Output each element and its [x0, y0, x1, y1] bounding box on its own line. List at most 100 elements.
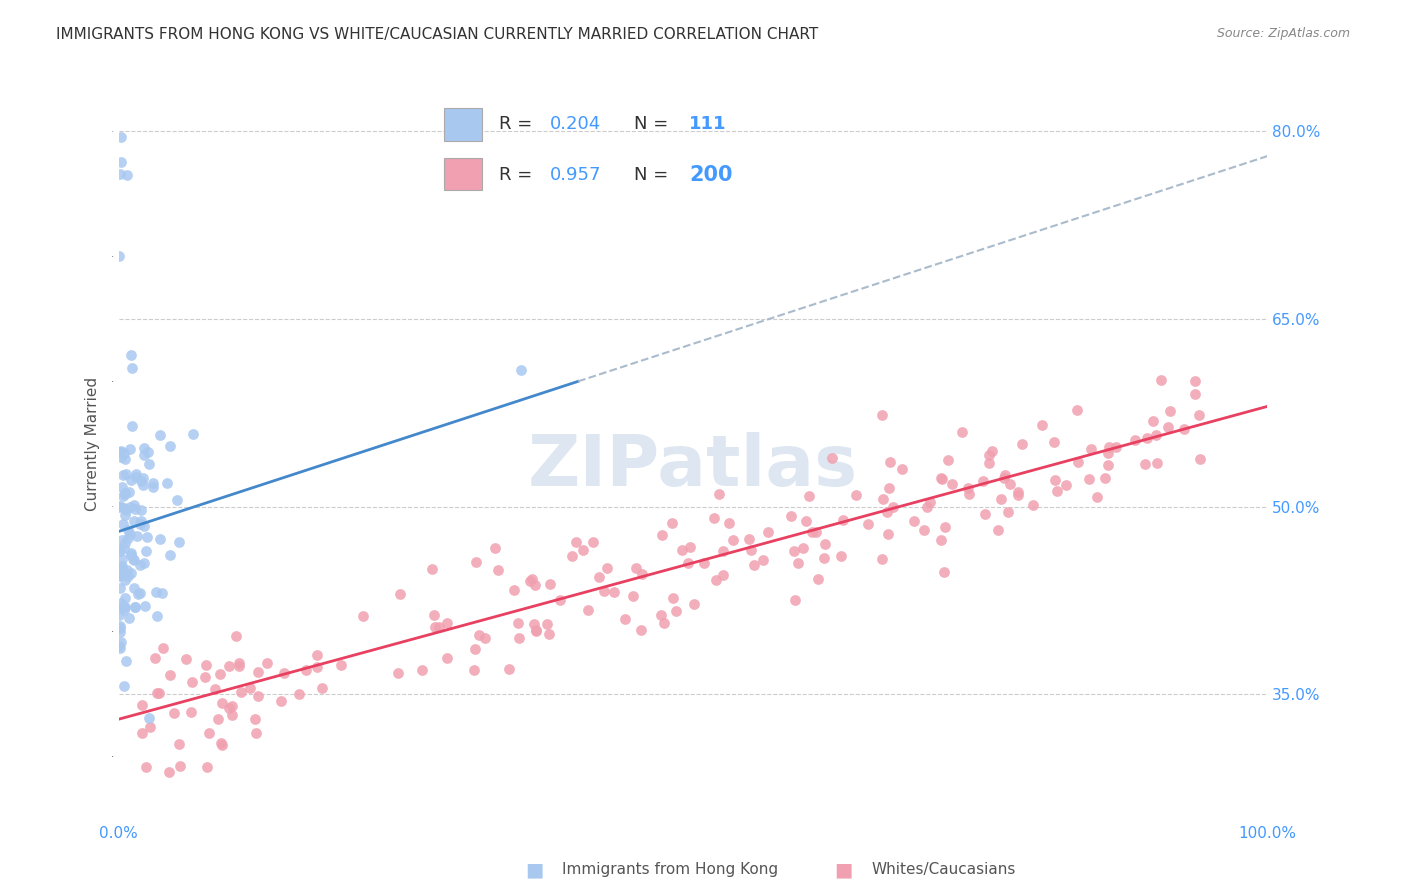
FancyBboxPatch shape	[444, 109, 482, 141]
Point	[877, 481, 900, 495]
Point	[114, 600, 136, 615]
Point	[136, 530, 159, 544]
Point	[120, 348, 142, 362]
Point	[830, 549, 852, 563]
Point	[114, 486, 136, 500]
Point	[1043, 473, 1066, 487]
Point	[111, 551, 134, 566]
Point	[973, 507, 995, 521]
Point	[813, 551, 835, 566]
Point	[156, 475, 179, 490]
Point	[1184, 387, 1206, 401]
Point	[135, 544, 157, 558]
Point	[998, 477, 1021, 491]
Point	[247, 690, 270, 704]
Point	[671, 543, 693, 558]
Point	[118, 611, 141, 625]
Point	[167, 535, 190, 549]
Point	[429, 620, 451, 634]
Point	[138, 720, 160, 734]
Point	[114, 574, 136, 588]
Point	[108, 249, 131, 263]
Point	[624, 560, 647, 574]
Point	[129, 515, 152, 529]
Point	[112, 501, 135, 516]
Point	[751, 553, 773, 567]
Point	[1123, 433, 1146, 447]
Point	[221, 699, 243, 714]
Point	[110, 130, 132, 145]
Text: 0.204: 0.204	[550, 115, 600, 133]
Point	[468, 628, 491, 642]
Point	[118, 527, 141, 541]
Point	[1157, 419, 1180, 434]
Point	[307, 648, 329, 662]
Point	[870, 552, 893, 566]
Point	[142, 480, 165, 494]
Point	[148, 533, 170, 547]
Point	[630, 623, 652, 637]
Text: Whites/Caucasians: Whites/Caucasians	[872, 863, 1017, 877]
Point	[110, 635, 132, 649]
Point	[436, 651, 458, 665]
Point	[132, 442, 155, 456]
Point	[108, 581, 131, 595]
Point	[245, 725, 267, 739]
Point	[110, 620, 132, 634]
Point	[181, 427, 204, 442]
Point	[783, 592, 806, 607]
Point	[132, 448, 155, 462]
Point	[1173, 422, 1195, 436]
Point	[596, 561, 619, 575]
Point	[124, 502, 146, 516]
Point	[111, 558, 134, 573]
Point	[110, 154, 132, 169]
Point	[352, 608, 374, 623]
Point	[129, 503, 152, 517]
Point	[1066, 403, 1088, 417]
Point	[195, 760, 218, 774]
Point	[387, 666, 409, 681]
Point	[484, 541, 506, 556]
Point	[740, 543, 762, 558]
Point	[108, 568, 131, 582]
Point	[231, 685, 253, 699]
Point	[120, 548, 142, 562]
Point	[1077, 472, 1099, 486]
Point	[538, 577, 561, 591]
Point	[1094, 471, 1116, 485]
Point	[979, 448, 1001, 462]
Point	[134, 556, 156, 570]
Point	[1150, 373, 1173, 387]
Point	[209, 736, 232, 750]
Point	[204, 682, 226, 697]
Point	[711, 544, 734, 558]
Point	[124, 600, 146, 615]
Point	[166, 492, 188, 507]
Point	[804, 525, 827, 540]
Point	[221, 707, 243, 722]
Point	[783, 544, 806, 558]
Point	[112, 600, 135, 615]
Point	[931, 472, 953, 486]
Point	[110, 563, 132, 577]
Point	[799, 489, 821, 503]
Point	[713, 568, 735, 582]
Point	[245, 712, 267, 726]
Point	[872, 408, 894, 422]
Point	[564, 535, 586, 549]
Point	[218, 701, 240, 715]
Point	[990, 492, 1012, 507]
Point	[124, 553, 146, 567]
Point	[792, 541, 814, 555]
Point	[593, 584, 616, 599]
Point	[679, 541, 702, 555]
Point	[181, 675, 204, 690]
Point	[1046, 483, 1069, 498]
Point	[1188, 408, 1211, 422]
Point	[129, 585, 152, 599]
Point	[110, 450, 132, 464]
Point	[821, 450, 844, 465]
Point	[163, 706, 186, 720]
Point	[122, 514, 145, 528]
